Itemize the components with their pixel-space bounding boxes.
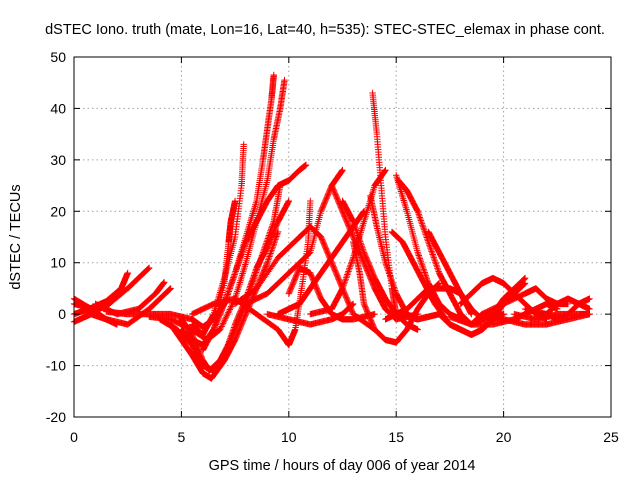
y-tick-label: 0 xyxy=(58,306,66,322)
data-series-19 xyxy=(264,300,357,328)
x-tick-label: 5 xyxy=(178,429,186,445)
data-series-10 xyxy=(156,197,292,374)
y-axis-ticks: -20 -10 0 10 20 30 40 50 xyxy=(46,49,611,425)
y-tick-label: 50 xyxy=(50,49,66,65)
x-tick-label: 10 xyxy=(281,429,297,445)
data-series-37 xyxy=(532,295,593,318)
x-tick-label: 15 xyxy=(388,429,404,445)
y-axis-label: dSTEC / TECUs xyxy=(8,184,24,289)
x-axis-label: GPS time / hours of day 006 of year 2014 xyxy=(209,458,476,474)
x-tick-label: 0 xyxy=(70,429,78,445)
x-axis-ticks: 0 5 10 15 20 25 xyxy=(70,57,619,445)
y-tick-label: 40 xyxy=(50,100,66,116)
data-series-14 xyxy=(188,197,314,349)
x-tick-label: 25 xyxy=(603,429,619,445)
x-tick-label: 20 xyxy=(496,429,512,445)
y-tick-label: -20 xyxy=(46,409,66,425)
y-tick-label: -10 xyxy=(46,358,66,374)
plot-frame xyxy=(73,56,612,418)
data-series-25 xyxy=(367,192,443,323)
y-tick-label: 20 xyxy=(50,203,66,219)
y-tick-label: 30 xyxy=(50,152,66,168)
data-marks xyxy=(70,71,593,382)
data-series-38 xyxy=(511,310,593,323)
data-series-16 xyxy=(242,166,346,308)
chart-title: dSTEC Iono. truth (mate, Lon=16, Lat=40,… xyxy=(45,22,605,38)
y-tick-label: 10 xyxy=(50,255,66,271)
